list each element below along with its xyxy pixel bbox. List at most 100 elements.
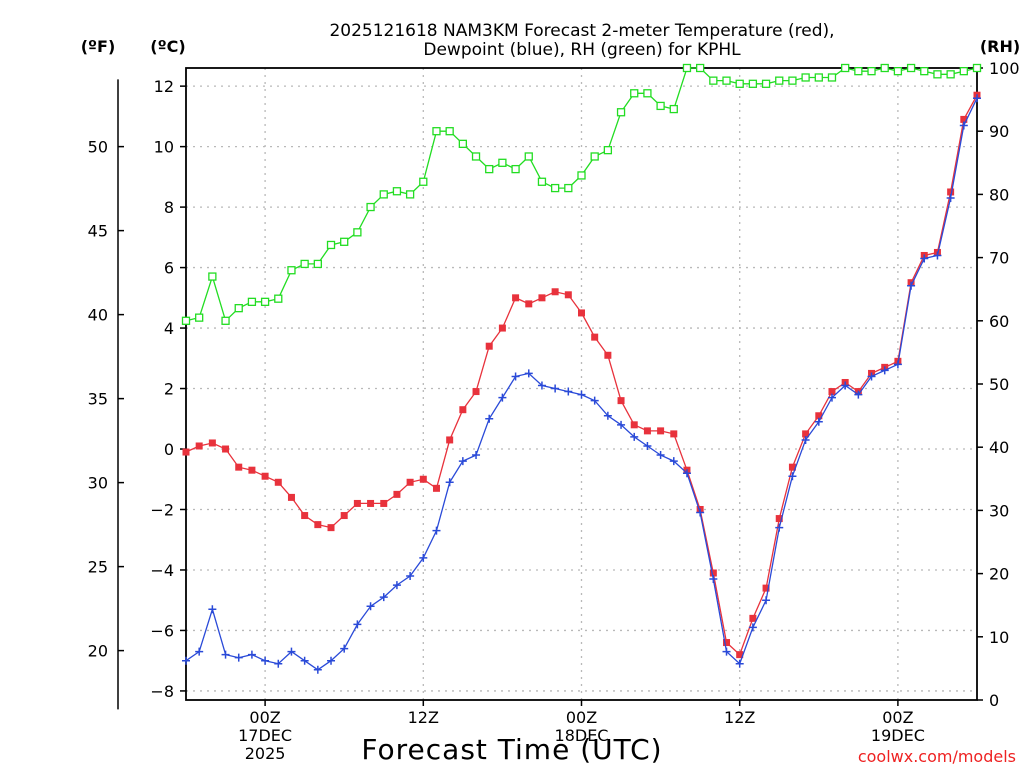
- data-point: [432, 484, 440, 492]
- data-point: [182, 448, 190, 456]
- data-point: [287, 493, 295, 501]
- data-point: [300, 656, 309, 665]
- data-point: [880, 63, 889, 73]
- data-point: [722, 647, 731, 656]
- data-point: [933, 251, 942, 260]
- fahrenheit-unit-label: (ºF): [81, 37, 116, 56]
- celsius-tick-label: −8: [150, 682, 174, 701]
- data-point: [643, 441, 652, 450]
- data-point: [274, 294, 283, 303]
- data-point: [775, 515, 783, 523]
- data-point: [538, 294, 546, 302]
- data-point: [682, 469, 691, 478]
- data-point: [181, 316, 191, 325]
- rh-tick-label: 30: [989, 501, 1009, 520]
- axes: 121086420−2−4−6−850454035302520100908070…: [88, 59, 1020, 763]
- data-point: [458, 457, 467, 466]
- celsius-tick-label: 6: [164, 259, 174, 278]
- celsius-tick-label: 4: [164, 319, 174, 338]
- data-point: [445, 478, 454, 487]
- data-point: [762, 584, 770, 592]
- fahrenheit-tick-label: 50: [88, 138, 108, 157]
- celsius-tick-label: 2: [164, 380, 174, 399]
- chart-title: 2025121618 NAM3KM Forecast 2-meter Tempe…: [329, 21, 834, 60]
- data-point: [551, 384, 560, 393]
- data-point: [498, 393, 507, 402]
- data-point: [959, 67, 968, 76]
- data-point: [353, 620, 362, 629]
- time-tick-label: 17DEC: [238, 726, 292, 745]
- data-point: [972, 63, 982, 73]
- data-point: [195, 647, 204, 656]
- data-point: [260, 297, 270, 306]
- gridlines: [186, 68, 977, 700]
- celsius-tick-label: −6: [150, 621, 174, 640]
- rh-tick-label: 70: [989, 249, 1009, 268]
- data-point: [261, 656, 270, 665]
- fahrenheit-tick-label: 25: [88, 558, 108, 577]
- data-point: [603, 411, 612, 420]
- data-point: [854, 67, 863, 76]
- data-point: [287, 647, 296, 656]
- data-point: [326, 240, 336, 250]
- data-point: [827, 393, 836, 402]
- data-point: [788, 76, 797, 85]
- fahrenheit-tick-label: 30: [88, 474, 108, 493]
- data-point: [867, 372, 876, 381]
- data-point: [432, 127, 441, 136]
- time-tick-label: 00Z: [566, 708, 597, 727]
- rh-tick-label: 100: [989, 59, 1020, 78]
- celsius-unit-label: (ºC): [150, 37, 185, 56]
- celsius-tick-label: 0: [164, 440, 174, 459]
- rh-unit-label: (RH): [980, 37, 1020, 56]
- rh-tick-label: 60: [989, 312, 1009, 331]
- data-point: [815, 412, 823, 420]
- data-point: [353, 499, 361, 507]
- data-point: [274, 659, 283, 668]
- data-point: [459, 406, 467, 414]
- data-point: [577, 390, 586, 399]
- data-point: [959, 121, 968, 130]
- data-point: [682, 63, 692, 73]
- data-point: [221, 650, 230, 659]
- data-point: [709, 569, 717, 577]
- celsius-tick-label: 12: [154, 77, 174, 96]
- rh-tick-label: 20: [989, 565, 1009, 584]
- data-point: [406, 572, 415, 581]
- celsius-tick-label: 8: [164, 198, 174, 217]
- data-point: [432, 526, 441, 535]
- time-tick-label: 18DEC: [555, 726, 609, 745]
- data-point: [577, 171, 586, 180]
- data-point: [208, 272, 217, 281]
- data-point: [301, 512, 309, 520]
- data-point: [208, 605, 217, 614]
- data-point: [656, 451, 665, 460]
- title-line-1: 2025121618 NAM3KM Forecast 2-meter Tempe…: [329, 21, 834, 41]
- data-point: [564, 291, 572, 299]
- data-point: [419, 553, 428, 562]
- data-point: [524, 152, 533, 161]
- data-point: [617, 397, 625, 405]
- data-point: [327, 524, 335, 532]
- data-point: [471, 152, 481, 161]
- data-point: [340, 237, 349, 246]
- data-point: [485, 342, 493, 350]
- data-point: [616, 108, 626, 117]
- data-point: [670, 430, 678, 438]
- data-point: [525, 300, 533, 308]
- data-point: [828, 388, 836, 396]
- data-point: [749, 614, 757, 622]
- data-point: [537, 381, 546, 390]
- data-point: [511, 164, 520, 174]
- data-point: [893, 67, 903, 76]
- data-point: [973, 94, 981, 103]
- data-point: [405, 190, 415, 199]
- data-point: [643, 89, 652, 98]
- data-point: [604, 351, 612, 359]
- data-point: [722, 76, 731, 85]
- rh-tick-label: 0: [989, 691, 999, 710]
- data-point: [353, 228, 362, 237]
- data-point: [472, 388, 480, 396]
- data-point: [709, 575, 718, 584]
